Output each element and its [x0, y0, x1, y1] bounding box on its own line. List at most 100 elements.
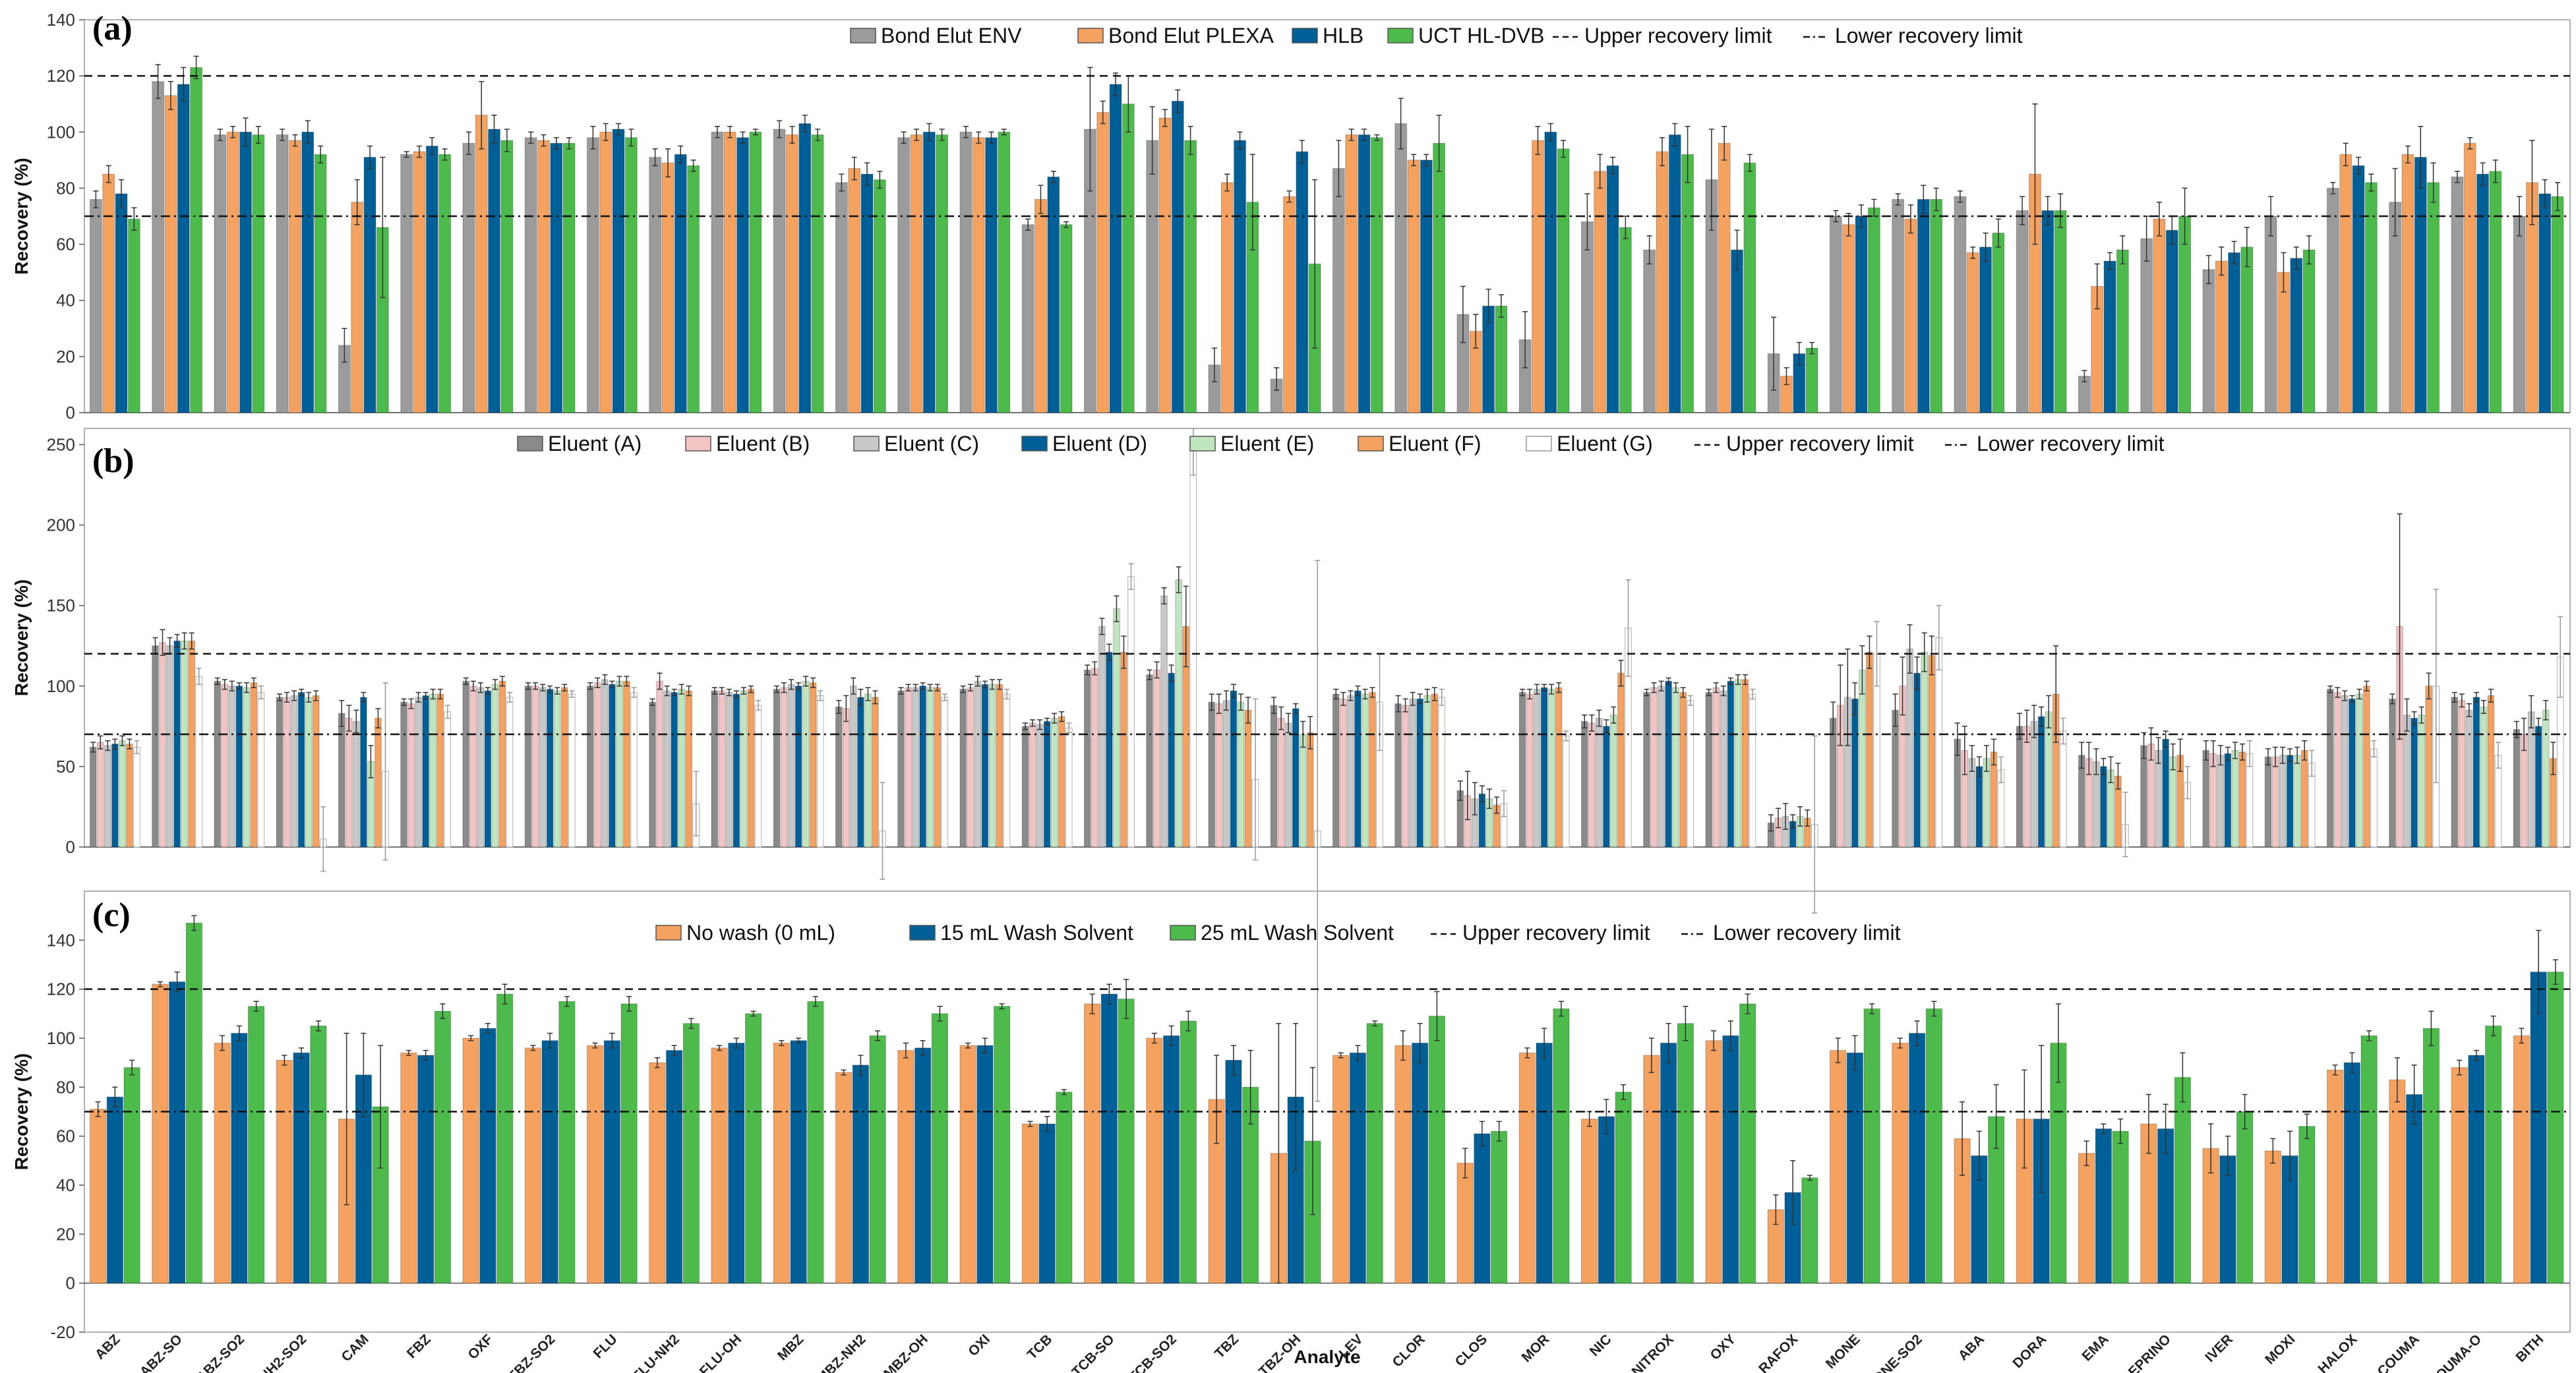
bar-eluent-b-abz [97, 742, 104, 848]
bar-15-ml-wash-solvent-oxi [976, 1045, 994, 1284]
bar-eluent-f-lev [1369, 692, 1376, 848]
bar-eluent-g-fbz-so2 [568, 693, 576, 848]
x-tick-label-clor: CLOR [1390, 1331, 1428, 1370]
bar-bond-elut-plexa-abz-so [164, 95, 177, 413]
bar-eluent-c-mor [1533, 689, 1541, 848]
bar-eluent-d-clor [1416, 698, 1423, 848]
bar-uct-hl-dvb-halox [2364, 182, 2378, 413]
bar-eluent-f-mone-so2 [1928, 655, 1935, 848]
bar-hlb-flu-oh [736, 137, 749, 413]
bar-eluent-g-nitrox [1687, 700, 1694, 848]
y-tick-label: 120 [47, 979, 75, 999]
x-tick-label-tcb-so: TCB-SO [1069, 1331, 1117, 1373]
bar-25-ml-wash-solvent-mone-so2 [1925, 1008, 1943, 1284]
bar-hlb-tbz-oh [1296, 151, 1309, 413]
bar-eluent-g-iver [2246, 753, 2254, 848]
bar-eluent-a-flu-nh2 [649, 701, 656, 848]
bar-bond-elut-env-tcb [1021, 224, 1034, 413]
bar-bond-elut-env-nic [1580, 221, 1594, 413]
bar-hlb-flu-nh2 [674, 154, 687, 413]
bar-no-wash-0-ml-halox [2326, 1069, 2344, 1284]
x-tick-label-mor: MOR [1518, 1331, 1552, 1365]
bar-eluent-d-mor [1540, 687, 1548, 848]
bar-eluent-a-oxy [1705, 692, 1713, 848]
x-tick-label-halox: HALOX [2315, 1331, 2360, 1373]
bar-15-ml-wash-solvent-mbz-nh2 [852, 1065, 870, 1284]
bar-eluent-g-oxi [1003, 693, 1011, 848]
bar-eluent-e-fbz [429, 693, 436, 848]
bar-eluent-a-mbz-oh [897, 690, 905, 848]
y-tick-label: 120 [47, 66, 75, 86]
bar-eluent-a-tcb-so2 [1146, 674, 1153, 848]
bar-eluent-c-oxi [974, 680, 982, 848]
bar-15-ml-wash-solvent-lev [1349, 1052, 1367, 1284]
bar-eluent-d-lev [1354, 690, 1362, 848]
bar-bond-elut-plexa-mor [1532, 140, 1544, 413]
bar-hlb-clor [1420, 160, 1433, 413]
bar-eluent-d-abz-so2 [235, 686, 243, 848]
bar-eluent-e-lev [1362, 693, 1369, 848]
bar-25-ml-wash-solvent-mbz-oh [931, 1013, 949, 1284]
bar-eluent-e-oxi [988, 684, 996, 848]
bar-hlb-oxi [985, 137, 998, 413]
bar-eluent-b-tcb-so2 [1153, 669, 1160, 848]
y-axis-title: Recovery (%) [11, 1053, 32, 1170]
bar-15-ml-wash-solvent-nic [1598, 1116, 1615, 1284]
bar-uct-hl-dvb-abz-nh2-so2 [314, 154, 327, 413]
bar-uct-hl-dvb-mbz-nh2 [873, 179, 886, 413]
legend-label-eluent-g: Eluent (G) [1557, 432, 1653, 455]
bar-eluent-c-lev [1347, 695, 1354, 848]
bar-eluent-f-abz-so2 [250, 682, 258, 848]
bar-25-ml-wash-solvent-eprino [2174, 1076, 2192, 1284]
bar-eluent-d-tbz-oh [1292, 708, 1300, 848]
bar-hlb-fbz [425, 146, 438, 413]
bar-uct-hl-dvb-clor [1433, 142, 1446, 413]
bar-eluent-b-abz-so2 [221, 684, 229, 848]
legend-upper-limit-label: Upper recovery limit [1726, 432, 1914, 455]
bar-uct-hl-dvb-oxy [1743, 162, 1756, 413]
bar-eluent-d-eprino [2162, 738, 2169, 848]
bar-bond-elut-plexa-aba [1966, 252, 1979, 413]
bar-bond-elut-env-oxi [959, 131, 973, 413]
x-tick-label-couma-o: COUMA-O [2426, 1331, 2484, 1373]
bar-15-ml-wash-solvent-nitrox [1660, 1042, 1677, 1284]
x-tick-label-aba: ABA [1956, 1331, 1987, 1363]
bar-hlb-tbz [1234, 140, 1246, 413]
x-tick-label-dora: DORA [2010, 1331, 2049, 1371]
bar-15-ml-wash-solvent-couma [2405, 1094, 2423, 1284]
bar-bond-elut-plexa-mone-so2 [1904, 218, 1917, 413]
bar-eluent-g-mbz-oh [941, 697, 949, 848]
bar-eluent-a-mone [1829, 718, 1837, 848]
bar-uct-hl-dvb-dora [2054, 210, 2067, 413]
bar-eluent-f-nitrox [1679, 692, 1687, 848]
bar-eluent-f-mbz-nh2 [872, 697, 879, 848]
bar-eluent-a-ema [2078, 755, 2085, 848]
bar-bond-elut-env-mbz-oh [897, 137, 911, 413]
bar-hlb-mbz-nh2 [860, 173, 874, 413]
bar-eluent-g-flu [630, 692, 638, 848]
bar-eluent-f-oxy [1741, 679, 1749, 848]
bar-eluent-g-abz [133, 747, 140, 848]
bar-eluent-d-iver [2224, 753, 2232, 848]
bar-eluent-c-flu-nh2 [663, 690, 671, 848]
chart-panel-c: -20 0 20 40 60 80 100 120 140 Recovery (%) (c) ABZ A… [11, 891, 2571, 1373]
bar-no-wash-0-ml-abz-so2 [214, 1042, 231, 1284]
y-tick-label: 40 [56, 291, 75, 310]
bar-eluent-e-tbz-oh [1299, 734, 1307, 848]
panel-label: (c) [92, 896, 131, 934]
bar-eluent-g-oxy [1749, 693, 1756, 848]
bar-eluent-e-fbz-so2 [553, 690, 561, 848]
bar-eluent-f-iver [2238, 751, 2246, 848]
legend-lower-limit-label: Lower recovery limit [1977, 432, 2165, 455]
x-tick-label-flu: FLU [591, 1331, 620, 1361]
bar-eluent-a-iver [2202, 749, 2210, 848]
bar-eluent-c-mone-so2 [1906, 649, 1913, 848]
bar-bond-elut-env-abz-nh2-so2 [276, 134, 289, 413]
legend: Eluent (A) Eluent (B) Eluent (C) Eluent (D)… [517, 432, 2165, 455]
bar-eluent-a-bith [2513, 729, 2521, 848]
bar-eluent-a-eprino [2140, 745, 2147, 848]
bar-uct-hl-dvb-mor [1557, 148, 1570, 413]
bar-bond-elut-env-flu-nh2 [649, 157, 662, 413]
bar-15-ml-wash-solvent-tcb-so [1100, 993, 1118, 1284]
bar-hlb-mor [1544, 131, 1557, 413]
